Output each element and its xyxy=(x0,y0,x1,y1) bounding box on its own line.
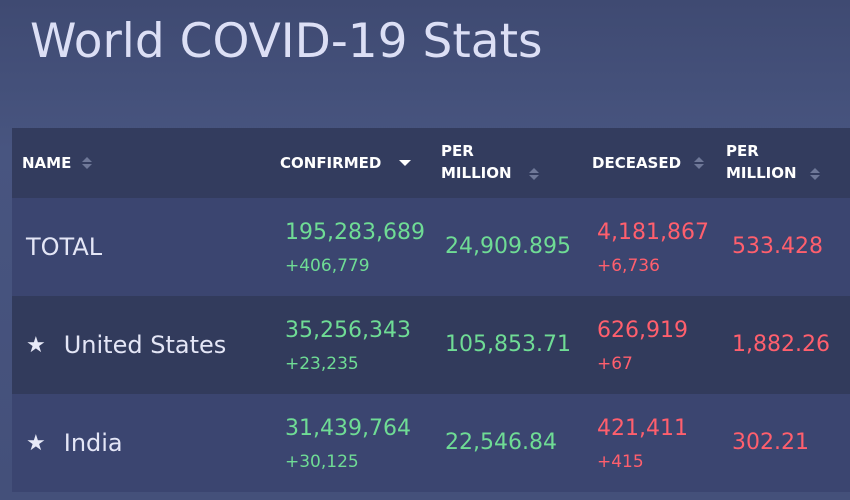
sort-icon xyxy=(693,157,705,169)
country-name-label: TOTAL xyxy=(26,233,103,261)
header-per-million-line2: MILLION xyxy=(441,164,512,182)
deceased-per-million: 302.21 xyxy=(732,430,809,455)
sort-icon xyxy=(809,168,821,180)
country-name: ★ United States xyxy=(26,296,226,394)
confirmed-value: 35,256,343 xyxy=(285,318,411,343)
confirmed-per-million: 105,853.71 xyxy=(445,332,571,357)
confirmed-per-million: 24,909.895 xyxy=(445,234,571,259)
sort-icon xyxy=(528,168,540,180)
header-confirmed-per-million[interactable]: PER MILLION xyxy=(441,140,540,184)
chevron-down-icon xyxy=(399,160,412,166)
confirmed-delta: +30,125 xyxy=(285,452,359,472)
header-deceased-label: DECEASED xyxy=(592,154,682,172)
deceased-value: 4,181,867 xyxy=(597,220,709,245)
sort-icon xyxy=(81,157,93,169)
country-name-label: India xyxy=(63,429,123,457)
table-row[interactable]: ★ United States 35,256,343 +23,235 105,8… xyxy=(12,296,850,394)
deceased-per-million: 1,882.26 xyxy=(732,332,830,357)
deceased-delta: +415 xyxy=(597,452,644,472)
deceased-per-million: 533.428 xyxy=(732,234,823,259)
deceased-value: 421,411 xyxy=(597,416,688,441)
header-confirmed-label: CONFIRMED xyxy=(280,154,382,172)
star-icon[interactable]: ★ xyxy=(26,430,46,456)
country-name: TOTAL xyxy=(26,198,102,296)
table-row[interactable]: TOTAL 195,283,689 +406,779 24,909.895 4,… xyxy=(12,198,850,296)
table-row[interactable]: ★ India 31,439,764 +30,125 22,546.84 421… xyxy=(12,394,850,492)
deceased-value: 626,919 xyxy=(597,318,688,343)
confirmed-per-million: 22,546.84 xyxy=(445,430,557,455)
header-per-million-line1: PER xyxy=(726,142,759,160)
header-name[interactable]: NAME xyxy=(22,152,93,174)
confirmed-delta: +406,779 xyxy=(285,256,370,276)
confirmed-delta: +23,235 xyxy=(285,354,359,374)
header-per-million-line1: PER xyxy=(441,142,474,160)
header-deceased[interactable]: DECEASED xyxy=(592,152,705,174)
header-per-million-line2: MILLION xyxy=(726,164,797,182)
header-name-label: NAME xyxy=(22,154,72,172)
country-name-label: United States xyxy=(63,331,227,359)
country-name: ★ India xyxy=(26,394,123,492)
stats-table: NAME CONFIRMED PER MILLION DECEASED PER … xyxy=(12,128,850,500)
table-header: NAME CONFIRMED PER MILLION DECEASED PER … xyxy=(12,128,850,198)
confirmed-value: 31,439,764 xyxy=(285,416,411,441)
deceased-delta: +6,736 xyxy=(597,256,660,276)
page-title: World COVID-19 Stats xyxy=(30,14,543,69)
header-confirmed[interactable]: CONFIRMED xyxy=(280,152,412,174)
header-deceased-per-million[interactable]: PER MILLION xyxy=(726,140,821,184)
deceased-delta: +67 xyxy=(597,354,633,374)
confirmed-value: 195,283,689 xyxy=(285,220,425,245)
star-icon[interactable]: ★ xyxy=(26,332,46,358)
